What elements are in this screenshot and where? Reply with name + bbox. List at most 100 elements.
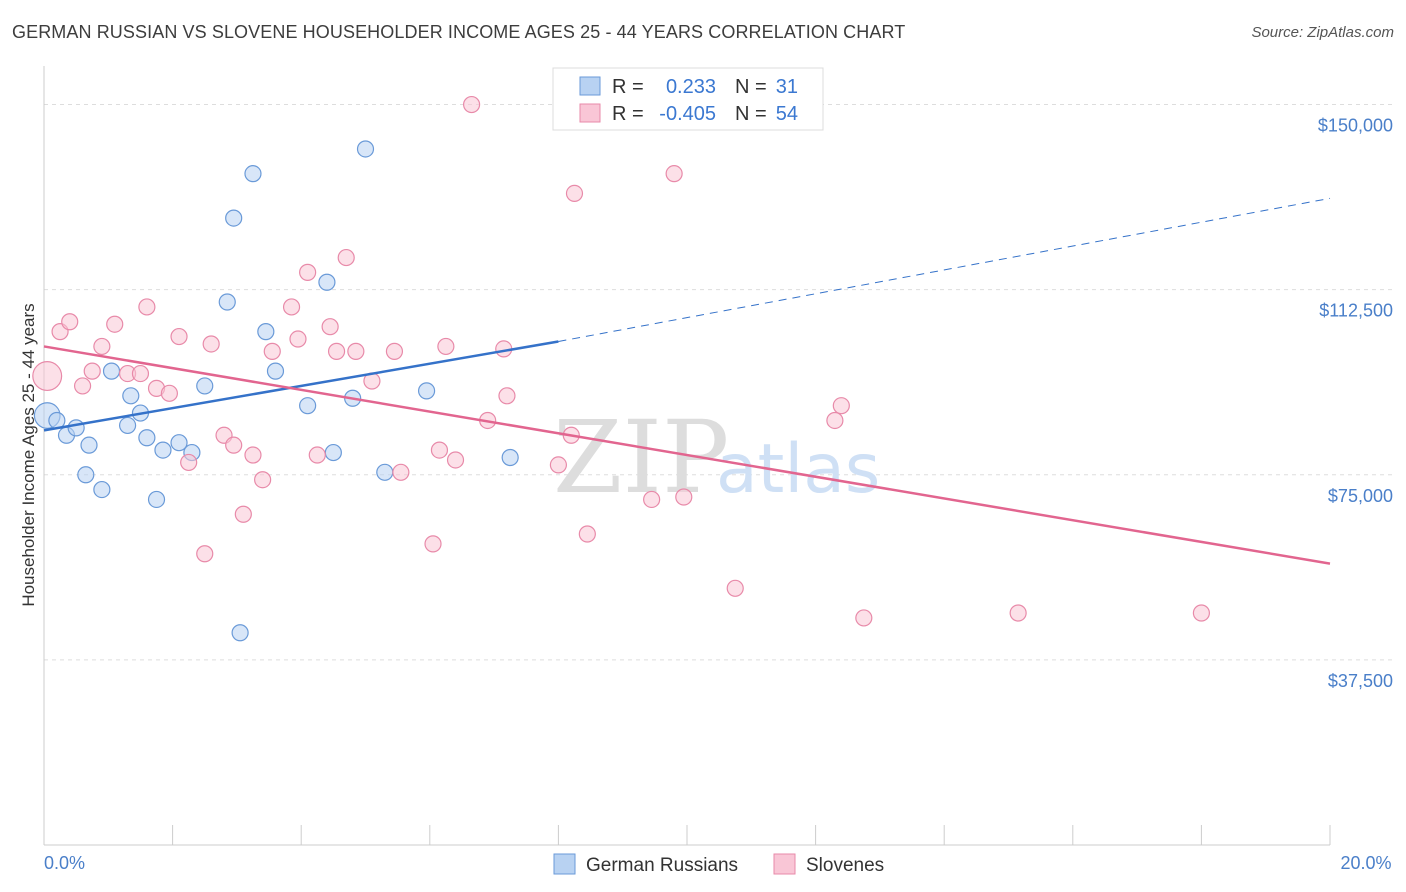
slovenes-point-48 bbox=[726, 579, 744, 597]
german-russians-point-12 bbox=[147, 490, 166, 509]
german-russians-point-7 bbox=[102, 362, 121, 380]
slovenes-point-24 bbox=[299, 263, 317, 281]
german-russians-point-20 bbox=[244, 165, 262, 183]
slovenes-point-49 bbox=[826, 411, 844, 430]
slovenes-point-45 bbox=[643, 490, 661, 509]
german-russians-trend-extension bbox=[558, 197, 1331, 342]
legend-n-value-1: 31 bbox=[776, 76, 798, 98]
slovenes-point-14 bbox=[196, 545, 214, 563]
x-tick-labels: 0.0% 20.0% bbox=[44, 853, 1392, 873]
german-russians-point-22 bbox=[266, 362, 285, 380]
slovenes-point-51 bbox=[855, 609, 873, 627]
slovenes-point-8 bbox=[131, 364, 150, 383]
slovenes-point-2 bbox=[61, 313, 79, 331]
german-russians-point-30 bbox=[501, 448, 519, 467]
legend-swatch-german-russians bbox=[579, 76, 601, 96]
slovenes-point-52 bbox=[1009, 604, 1027, 622]
legend-n-label-2: N = bbox=[735, 103, 767, 125]
series-swatch-slovenes bbox=[773, 853, 796, 875]
series-legend: German Russians Slovenes bbox=[553, 853, 884, 876]
y-tick-labels: $150,000 $112,500 $75,000 $37,500 bbox=[1318, 116, 1393, 691]
source-label: Source: ZipAtlas.com bbox=[1251, 24, 1394, 41]
slovenes-trend-line bbox=[43, 345, 1331, 565]
slovenes-point-35 bbox=[437, 337, 455, 356]
watermark-atlas: atlas bbox=[716, 430, 880, 509]
slovenes-point-5 bbox=[93, 337, 111, 356]
german-russians-point-13 bbox=[154, 441, 172, 459]
slovenes-point-15 bbox=[202, 335, 220, 353]
slovenes-point-32 bbox=[392, 463, 410, 481]
german-russians-point-24 bbox=[318, 273, 336, 291]
y-tick-label-2: $75,000 bbox=[1328, 486, 1393, 506]
german-russians-point-29 bbox=[417, 382, 436, 400]
german-russians-point-21 bbox=[257, 323, 275, 341]
legend-r-value-1: 0.233 bbox=[666, 76, 716, 98]
slovenes-point-26 bbox=[321, 318, 339, 336]
german-russians-point-23 bbox=[299, 397, 317, 415]
slovenes-point-11 bbox=[160, 384, 178, 402]
slovenes-point-43 bbox=[565, 184, 584, 203]
german-russians-point-28 bbox=[376, 463, 394, 481]
german-russians-point-25 bbox=[324, 443, 342, 462]
y-tick-label-0: $150,000 bbox=[1318, 116, 1393, 136]
slovenes-point-23 bbox=[289, 330, 307, 348]
german-russians-point-3 bbox=[67, 419, 85, 437]
series-label-german-russians: German Russians bbox=[586, 855, 738, 876]
german-russians-point-11 bbox=[138, 429, 156, 447]
german-russians-point-17 bbox=[218, 293, 236, 311]
slovenes-point-4 bbox=[83, 362, 101, 380]
legend-swatch-slovenes bbox=[579, 103, 601, 123]
german-russians-point-5 bbox=[77, 466, 95, 484]
slovenes-point-41 bbox=[549, 456, 568, 474]
trend-lines bbox=[43, 197, 1331, 565]
slovenes-point-31 bbox=[385, 342, 404, 360]
grid-lines bbox=[44, 104, 1394, 661]
german-russians-point-4 bbox=[80, 436, 98, 454]
slovenes-point-0 bbox=[32, 361, 63, 392]
x-tick-label-max: 20.0% bbox=[1340, 853, 1391, 873]
slovenes-point-6 bbox=[106, 315, 124, 333]
slovenes-point-17 bbox=[225, 436, 243, 454]
slovenes-point-20 bbox=[254, 471, 272, 489]
slovenes-point-29 bbox=[347, 342, 365, 360]
german-russians-point-27 bbox=[356, 140, 375, 158]
legend: R = 0.233 N = 31 R = -0.405 N = 54 bbox=[552, 67, 824, 131]
legend-r-value-2: -0.405 bbox=[659, 103, 716, 125]
slovenes-point-36 bbox=[446, 451, 465, 469]
legend-r-label-2: R = bbox=[612, 103, 644, 125]
slovenes-point-27 bbox=[327, 342, 346, 360]
x-tick-label-min: 0.0% bbox=[44, 853, 85, 873]
slovenes-point-12 bbox=[170, 327, 188, 346]
y-axis-title: Householder Income Ages 25 - 44 years bbox=[19, 303, 38, 606]
y-tick-label-3: $37,500 bbox=[1328, 671, 1393, 691]
legend-n-value-2: 54 bbox=[776, 103, 798, 125]
slovenes-point-33 bbox=[424, 535, 442, 553]
slovenes-point-19 bbox=[244, 446, 262, 464]
legend-r-label-1: R = bbox=[612, 76, 644, 98]
german-russians-point-16 bbox=[196, 377, 214, 395]
slovenes-point-46 bbox=[665, 165, 683, 183]
slovenes-point-18 bbox=[234, 505, 252, 523]
german-russians-point-6 bbox=[93, 480, 111, 499]
german-russians-point-18 bbox=[225, 209, 243, 227]
slovenes-point-13 bbox=[180, 453, 198, 472]
slovenes-point-50 bbox=[832, 397, 850, 415]
slovenes-point-9 bbox=[138, 298, 156, 316]
german-russians-point-14 bbox=[170, 434, 188, 452]
slovenes-point-21 bbox=[263, 342, 281, 360]
german-russians-trend-line bbox=[43, 340, 559, 432]
y-tick-label-1: $112,500 bbox=[1319, 301, 1393, 321]
slovenes-point-37 bbox=[462, 95, 481, 114]
slovenes-point-28 bbox=[337, 248, 355, 267]
data-points bbox=[32, 95, 1211, 642]
slovenes-point-25 bbox=[308, 446, 326, 464]
slovenes-point-47 bbox=[675, 488, 693, 506]
slovenes-point-22 bbox=[282, 298, 301, 316]
german-russians-point-19 bbox=[231, 624, 249, 642]
german-russians-point-8 bbox=[118, 416, 137, 435]
series-label-slovenes: Slovenes bbox=[806, 855, 884, 876]
slovenes-point-34 bbox=[430, 441, 449, 459]
slovenes-point-44 bbox=[578, 525, 596, 543]
series-swatch-german-russians bbox=[553, 853, 576, 875]
